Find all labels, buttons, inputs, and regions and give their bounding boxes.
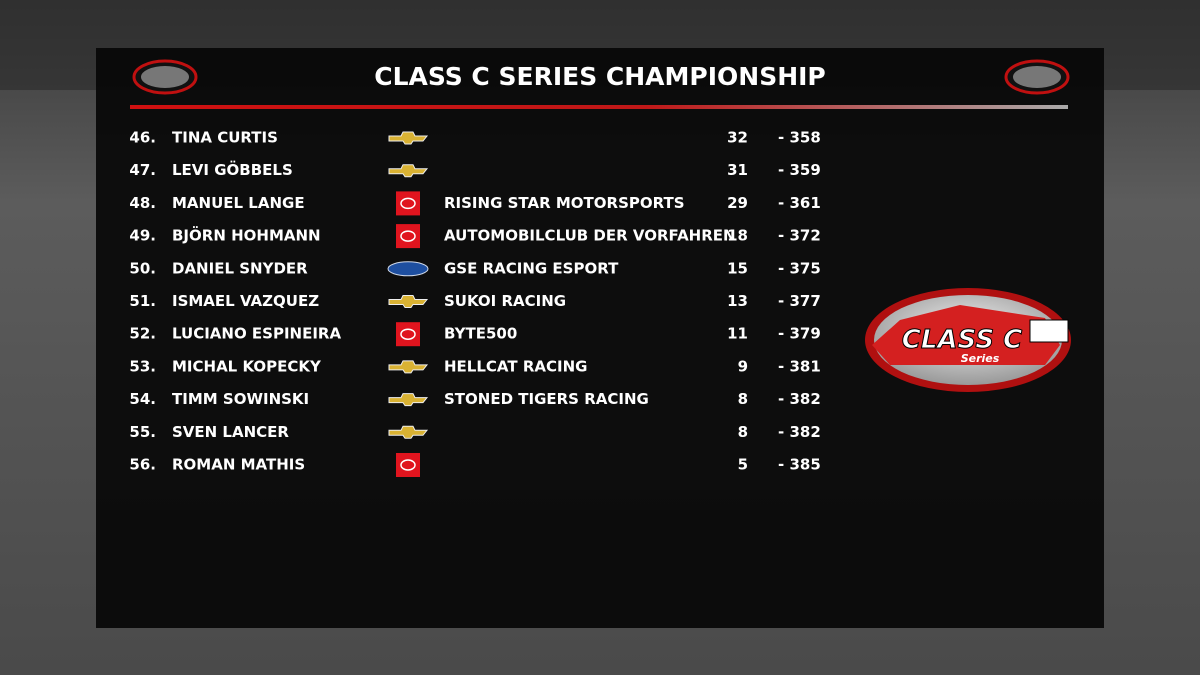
- driver-name: LUCIANO ESPINEIRA: [172, 325, 341, 343]
- points: 8: [738, 390, 748, 408]
- toyota-emblem: [400, 459, 416, 471]
- driver-name: DANIEL SNYDER: [172, 259, 308, 277]
- position: 52.: [129, 325, 156, 343]
- team-name: RISING STAR MOTORSPORTS: [444, 194, 685, 212]
- team-name: BYTE500: [444, 325, 517, 343]
- gap: - 382: [778, 423, 821, 441]
- points: 11: [727, 325, 748, 343]
- position: 53.: [129, 357, 156, 375]
- class-logo-subtitle: Series: [961, 352, 1000, 365]
- position: 55.: [129, 423, 156, 441]
- position: 50.: [129, 259, 156, 277]
- position: 49.: [129, 227, 156, 245]
- points: 18: [727, 227, 748, 245]
- driver-name: ROMAN MATHIS: [172, 456, 305, 474]
- gap: - 372: [778, 227, 821, 245]
- driver-name: ISMAEL VAZQUEZ: [172, 292, 319, 310]
- left-logo: [132, 59, 198, 95]
- gap: - 379: [778, 325, 821, 343]
- gap: - 385: [778, 456, 821, 474]
- points: 9: [738, 357, 748, 375]
- driver-name: MANUEL LANGE: [172, 194, 305, 212]
- gap: - 377: [778, 292, 821, 310]
- toyota-icon: [396, 191, 420, 216]
- gap: - 375: [778, 259, 821, 277]
- gap: - 358: [778, 129, 821, 147]
- chevrolet-icon: [388, 131, 429, 145]
- chevrolet-icon: [388, 164, 429, 178]
- title: CLASS C SERIES CHAMPIONSHIP: [374, 62, 826, 91]
- points: 29: [727, 194, 748, 212]
- driver-name: BJÖRN HOHMANN: [172, 226, 321, 245]
- points: 13: [727, 292, 748, 310]
- toyota-emblem: [400, 197, 416, 210]
- driver-name: SVEN LANCER: [172, 423, 289, 441]
- ford-icon: [387, 261, 429, 277]
- gap: - 382: [778, 390, 821, 408]
- toyota-icon: [396, 322, 420, 347]
- position: 48.: [129, 194, 156, 212]
- points: 5: [738, 456, 748, 474]
- points: 32: [727, 129, 748, 147]
- position: 51.: [129, 292, 156, 310]
- chevrolet-icon: [388, 360, 429, 374]
- team-name: AUTOMOBILCLUB DER VORFAHREN: [444, 227, 736, 245]
- chevrolet-icon: [388, 393, 429, 407]
- toyota-emblem: [400, 328, 416, 340]
- chevrolet-icon: [388, 295, 429, 308]
- team-name: STONED TIGERS RACING: [444, 390, 649, 408]
- right-logo: [1004, 59, 1070, 95]
- points: 31: [727, 161, 748, 179]
- points: 8: [738, 423, 748, 441]
- points: 15: [727, 259, 748, 277]
- chevrolet-icon: [388, 425, 429, 439]
- driver-name: MICHAL KOPECKY: [172, 357, 322, 375]
- title-rule: [130, 105, 1068, 109]
- driver-name: LEVI GÖBBELS: [172, 160, 293, 179]
- position: 54.: [129, 390, 156, 408]
- gap: - 381: [778, 357, 821, 375]
- team-name: SUKOI RACING: [444, 292, 566, 310]
- position: 47.: [129, 161, 156, 179]
- toyota-icon: [396, 224, 420, 249]
- class-logo: CLASS C Series: [865, 288, 1071, 392]
- standings: 46. TINA CURTIS 32 - 358 47. LEVI GÖBBELS 31 - …: [129, 129, 821, 477]
- driver-name: TINA CURTIS: [172, 129, 278, 147]
- gap: - 361: [778, 194, 821, 212]
- position: 56.: [129, 456, 156, 474]
- team-name: GSE RACING ESPORT: [444, 259, 619, 277]
- position: 46.: [129, 129, 156, 147]
- class-logo-title: CLASS C: [902, 325, 1022, 355]
- team-name: HELLCAT RACING: [444, 357, 587, 375]
- toyota-icon: [396, 453, 420, 477]
- toyota-emblem: [400, 230, 416, 242]
- gap: - 359: [778, 161, 821, 179]
- driver-name: TIMM SOWINSKI: [172, 390, 309, 408]
